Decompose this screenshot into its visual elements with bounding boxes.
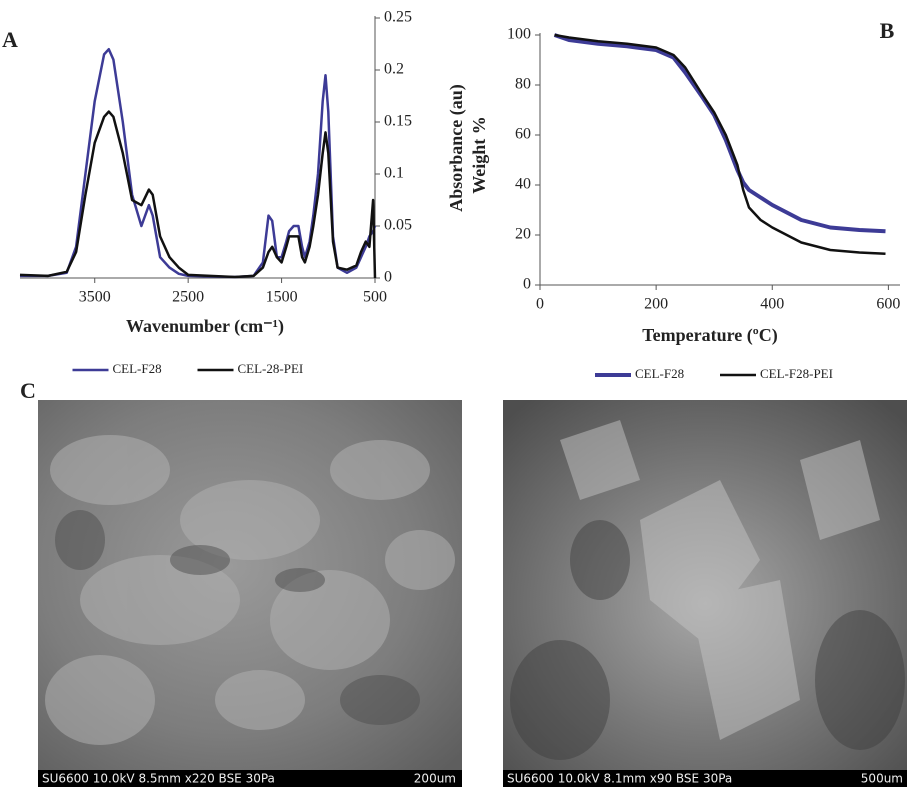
x-axis-title: Temperature (ºC) [642,325,777,346]
y-tick-label: 0.15 [384,113,412,130]
panel-label: A [2,27,18,52]
data-line [19,110,377,279]
sem-scale: 500um [861,772,903,786]
x-tick-label: 0 [536,296,544,313]
sem-scale: 200um [414,772,456,786]
sem-texture [55,510,420,725]
y-tick-label: 0.1 [384,165,404,182]
sem-texture [560,420,880,740]
y-tick-label: 0 [523,276,531,293]
x-tick-label: 600 [876,296,900,313]
x-axis-title: Wavenumber (cm⁻¹) [126,316,284,337]
x-tick-label: 1500 [266,289,298,306]
sem-caption: SU6600 10.0kV 8.1mm x90 BSE 30Pa [507,772,732,786]
x-tick-label: 500 [363,289,387,306]
sem-info-bar [38,770,462,787]
x-tick-label: 3500 [79,289,111,306]
legend-label: CEL-F28 [635,366,684,381]
y-axis-title: Weight % [469,116,489,194]
micrograph: SU6600 10.0kV 8.5mm x220 BSE 30Pa 200um [38,400,462,787]
sem-info-bar [503,770,907,787]
panel-label: B [880,18,895,43]
y-tick-label: 0.05 [384,217,412,234]
y-tick-label: 0.25 [384,9,412,26]
sem-texture [510,520,905,760]
data-line [553,33,886,234]
y-axis-title: Absorbance (au) [446,84,467,212]
y-tick-label: 80 [515,76,531,93]
legend-label: CEL-F28 [113,361,162,376]
legend-label: CEL-28-PEI [238,361,304,376]
panel-label: C [20,378,36,403]
x-tick-label: 200 [644,296,668,313]
y-tick-label: 0.2 [384,61,404,78]
y-tick-label: 40 [515,176,531,193]
y-tick-label: 60 [515,126,531,143]
sem-texture [45,435,455,745]
data-line [554,33,886,256]
sem-caption: SU6600 10.0kV 8.5mm x220 BSE 30Pa [42,772,275,786]
y-tick-label: 100 [507,26,531,43]
x-tick-label: 400 [760,296,784,313]
legend-label: CEL-F28-PEI [760,366,833,381]
y-tick-label: 20 [515,226,531,243]
x-tick-label: 2500 [172,289,204,306]
micrograph: SU6600 10.0kV 8.1mm x90 BSE 30Pa 500um [503,400,907,787]
y-tick-label: 0 [384,269,392,286]
